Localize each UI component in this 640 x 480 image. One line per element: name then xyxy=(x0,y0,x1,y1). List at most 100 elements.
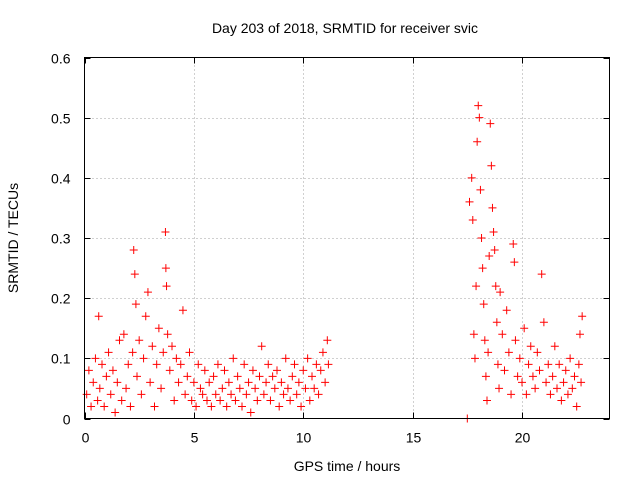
data-point xyxy=(165,366,174,375)
data-point xyxy=(323,336,332,345)
data-point xyxy=(321,378,330,387)
data-point xyxy=(157,384,166,393)
data-point xyxy=(87,402,96,411)
data-point xyxy=(522,390,531,399)
data-point xyxy=(577,378,586,387)
data-point xyxy=(178,306,187,315)
data-point xyxy=(557,396,566,405)
data-point xyxy=(257,342,266,351)
data-point xyxy=(211,390,220,399)
data-point xyxy=(570,372,579,381)
data-point xyxy=(310,384,319,393)
data-point xyxy=(559,378,568,387)
data-point xyxy=(294,378,303,387)
data-point xyxy=(159,348,168,357)
data-point xyxy=(128,348,137,357)
data-point xyxy=(479,300,488,309)
data-point xyxy=(277,378,286,387)
data-point xyxy=(535,366,544,375)
data-point xyxy=(486,119,495,128)
data-point xyxy=(148,342,157,351)
data-point xyxy=(122,384,131,393)
data-point xyxy=(477,234,486,242)
data-point xyxy=(146,378,155,387)
data-point xyxy=(222,402,231,411)
data-point xyxy=(264,360,273,369)
data-point xyxy=(555,360,564,369)
data-point xyxy=(231,396,240,405)
y-tick-label: 0.1 xyxy=(51,351,71,367)
data-point xyxy=(124,360,133,369)
data-point xyxy=(162,282,171,291)
data-point xyxy=(135,336,144,345)
data-point xyxy=(152,360,161,369)
data-point xyxy=(515,354,524,363)
data-point xyxy=(154,324,163,333)
data-point xyxy=(553,384,561,393)
data-point xyxy=(161,227,170,236)
data-point xyxy=(314,390,323,399)
data-point xyxy=(192,402,201,411)
data-point xyxy=(218,384,227,393)
data-point xyxy=(470,354,479,363)
data-point xyxy=(524,360,533,369)
data-point xyxy=(561,366,570,375)
data-point xyxy=(129,246,138,255)
data-point xyxy=(544,360,553,369)
data-point xyxy=(255,372,264,381)
data-point xyxy=(117,396,126,405)
data-point xyxy=(220,366,229,375)
data-point xyxy=(266,396,275,405)
data-point xyxy=(511,336,520,345)
data-point xyxy=(563,390,572,399)
data-point xyxy=(467,173,476,182)
data-point xyxy=(168,342,176,351)
data-point xyxy=(111,408,120,417)
data-point xyxy=(203,396,211,405)
data-point xyxy=(82,390,91,399)
data-point xyxy=(139,354,148,363)
data-point xyxy=(568,384,577,393)
data-point xyxy=(106,390,115,399)
chart-title: Day 203 of 2018, SRMTID for receiver svi… xyxy=(212,20,478,36)
data-point xyxy=(292,390,301,399)
data-point xyxy=(98,360,106,369)
data-point xyxy=(316,366,325,375)
y-tick-label: 0.6 xyxy=(51,51,71,67)
data-point xyxy=(251,384,260,393)
x-tick-label: 20 xyxy=(515,430,531,446)
data-point xyxy=(533,348,542,357)
data-point xyxy=(526,342,535,351)
data-point xyxy=(305,396,314,405)
data-point xyxy=(548,372,557,381)
data-point xyxy=(502,306,511,315)
data-point xyxy=(324,360,333,369)
data-point xyxy=(273,366,281,375)
data-point xyxy=(297,402,306,411)
data-point xyxy=(575,330,584,339)
data-point xyxy=(209,372,218,381)
data-point xyxy=(495,384,504,393)
data-point xyxy=(281,354,290,363)
data-point xyxy=(490,246,499,255)
data-point xyxy=(196,384,205,393)
data-point xyxy=(163,330,172,339)
data-point xyxy=(115,336,124,345)
data-point xyxy=(150,402,159,411)
data-point xyxy=(542,378,551,387)
data-point xyxy=(102,372,111,381)
data-point xyxy=(312,360,321,369)
data-point xyxy=(474,101,483,110)
data-point xyxy=(491,282,500,291)
data-point xyxy=(205,378,214,387)
data-point xyxy=(216,396,225,405)
data-point xyxy=(518,378,526,387)
data-point xyxy=(550,342,559,351)
data-point xyxy=(244,378,253,387)
data-point xyxy=(89,378,98,387)
data-point xyxy=(161,264,170,273)
y-tick-label: 0.5 xyxy=(51,111,71,127)
data-point xyxy=(283,384,292,393)
data-point xyxy=(531,384,540,393)
